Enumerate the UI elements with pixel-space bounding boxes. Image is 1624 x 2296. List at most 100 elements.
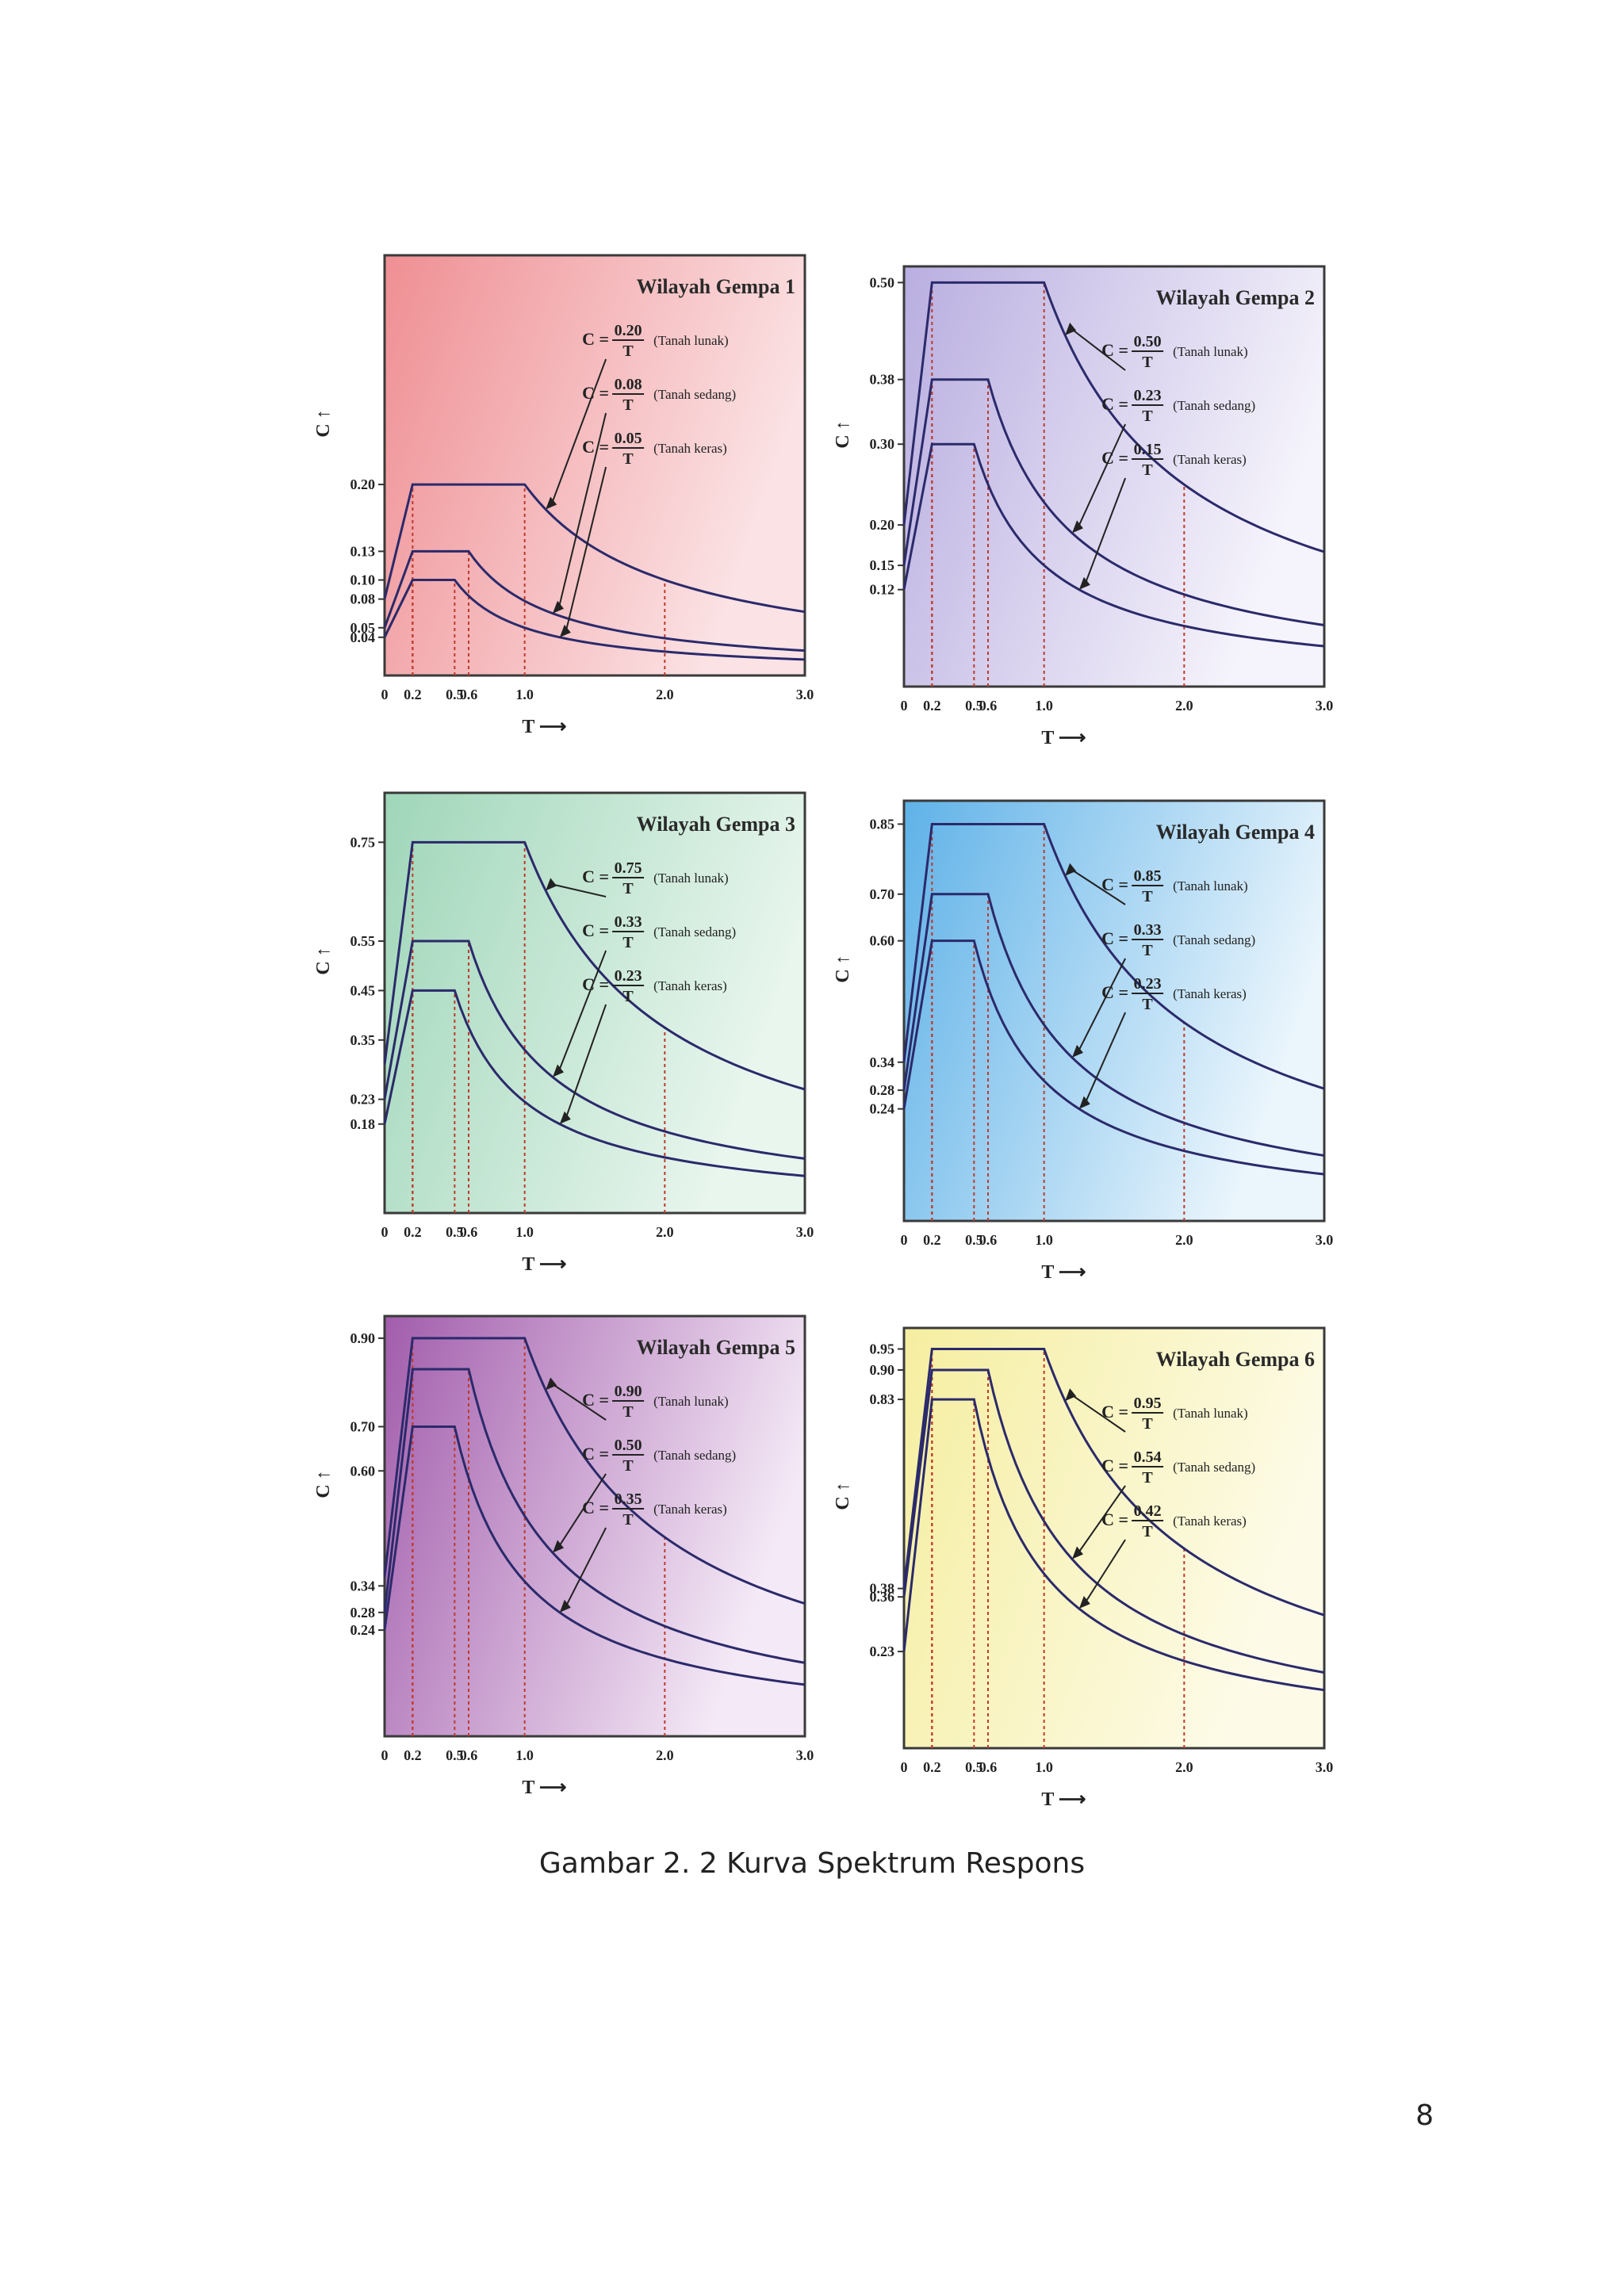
pointer-arrow	[1084, 1012, 1127, 1104]
x-tick-label: 0.6	[460, 1747, 478, 1763]
formula-legend: (Tanah keras)	[1173, 452, 1247, 467]
formula-denominator: T	[622, 1457, 634, 1475]
formula-legend: (Tanah keras)	[653, 1502, 727, 1517]
arrow-head	[1072, 1546, 1083, 1559]
chart-svg: Wilayah Gempa 1C = 0.20T(Tanah lunak)C = 0…	[313, 254, 814, 737]
arrow-head	[559, 1111, 571, 1124]
plot-panel	[902, 265, 1326, 688]
x-axis-label: T ⟶	[1041, 1262, 1086, 1283]
plot-panel	[383, 1314, 806, 1738]
arrow-head	[553, 1064, 564, 1077]
pointer-arrow	[565, 1527, 607, 1607]
series-line-tanah-sedang	[902, 1368, 1325, 1674]
chart-svg: Wilayah Gempa 4 C = 0.85 T (Tanah lunak) C = 0…	[833, 799, 1333, 1283]
formula-c: C =	[582, 1444, 609, 1464]
y-tick-label: 0.04	[350, 629, 376, 645]
formula-denominator: T	[622, 1403, 634, 1421]
formula-denominator: T	[1142, 942, 1153, 959]
x-axis-label: T ⟶	[522, 1254, 566, 1275]
x-tick-label: 3.0	[796, 1224, 814, 1240]
arrow-head	[559, 1599, 571, 1613]
formula-label: C = 0.95T(Tanah lunak)	[1101, 1395, 1248, 1433]
x-tick-label: 2.0	[656, 1747, 674, 1763]
pointer-arrow	[565, 1004, 607, 1119]
pointer-arrow	[565, 466, 607, 632]
series-line-tanah-sedang	[383, 939, 806, 1160]
x-tick-label: 3.0	[796, 687, 814, 702]
formula-numerator: 0.50	[615, 1437, 642, 1454]
formula-c: C =	[582, 920, 609, 940]
pointer-arrow	[1084, 1539, 1126, 1603]
x-tick-label: 0.2	[404, 1747, 422, 1763]
formula-numerator: 0.20	[615, 322, 642, 339]
arrow-head	[553, 600, 564, 614]
pointer-arrow	[558, 412, 607, 607]
x-tick-label: 2.0	[1175, 1759, 1193, 1775]
x-tick-label: 0.5	[965, 1232, 983, 1248]
pointer-arrow	[1078, 958, 1126, 1052]
x-tick-label: 0	[381, 1224, 389, 1240]
formula-denominator: T	[1142, 461, 1153, 479]
y-tick-label: 0.08	[350, 591, 376, 607]
formula-numerator: 0.54	[1134, 1448, 1162, 1466]
y-tick-label: 0.24	[350, 1622, 376, 1638]
series-line-tanah-lunak	[383, 1337, 806, 1605]
formula-numerator: 0.23	[1134, 387, 1162, 404]
formula-label: C = 0.23 T (Tanah keras)	[582, 967, 727, 1005]
formula-denominator: T	[622, 880, 634, 897]
chart-title: Wilayah Gempa 6	[1156, 1348, 1315, 1371]
series-line-tanah-sedang	[902, 378, 1325, 627]
formula-numerator: 0.95	[1134, 1395, 1162, 1412]
y-tick-label: 0.60	[350, 1463, 376, 1479]
formula-legend: (Tanah keras)	[653, 978, 727, 993]
y-tick-label: 0.24	[870, 1101, 895, 1117]
figure-caption: Gambar 2. 2 Kurva Spektrum Respons	[538, 1847, 1086, 1880]
series-line-tanah-keras	[902, 442, 1325, 648]
x-tick-label: 0	[901, 698, 908, 714]
formula-denominator: T	[622, 342, 634, 360]
y-tick-label: 0.05	[350, 620, 376, 636]
formula-legend: (Tanah sedang)	[653, 1448, 736, 1463]
x-tick-label: 1.0	[1035, 698, 1053, 714]
y-tick-label: 0.95	[870, 1341, 895, 1357]
series-line-tanah-sedang	[383, 1368, 806, 1664]
formula-denominator: T	[622, 988, 634, 1005]
y-tick-label: 0.38	[870, 1581, 895, 1597]
formula-denominator: T	[1142, 888, 1153, 905]
formula-label: C = 0.42 T (Tanah keras)	[1101, 1502, 1247, 1540]
x-axis-label: T ⟶	[1041, 1789, 1086, 1810]
formula-legend: (Tanah lunak)	[1173, 344, 1248, 359]
x-tick-label: 0.2	[923, 1232, 941, 1248]
x-tick-label: 1.0	[515, 1224, 534, 1240]
formula-label: C = 0.35 T (Tanah keras)	[582, 1490, 727, 1529]
y-tick-label: 0.13	[350, 543, 376, 559]
x-tick-label: 0.5	[446, 1224, 464, 1240]
formula-label: C = 0.54 T (Tanah sedang)	[1101, 1448, 1255, 1487]
formula-c: C =	[582, 329, 609, 349]
formula-c: C =	[1101, 1510, 1128, 1529]
plot-panel	[383, 254, 806, 677]
y-axis-label: C ↑	[833, 955, 853, 982]
x-axis-label: T ⟶	[522, 1777, 566, 1798]
pointer-arrow	[551, 883, 607, 897]
series-line-tanah-keras	[383, 1425, 806, 1686]
chart-wilayah-gempa-5: Wilayah Gempa 5 C = 0.90 T (Tanah lunak) C = 0…	[305, 1314, 814, 1831]
formula-denominator: T	[622, 396, 634, 414]
formula-label: C = 0.23 T (Tanah sedang)	[1101, 387, 1255, 425]
x-tick-label: 2.0	[656, 687, 674, 702]
chart-wilayah-gempa-4: Wilayah Gempa 4 C = 0.85 T (Tanah lunak) C = 0…	[825, 799, 1333, 1316]
x-tick-label: 0.5	[965, 1759, 983, 1775]
series-line-tanah-keras	[902, 1398, 1325, 1692]
formula-denominator: T	[1142, 1415, 1153, 1433]
y-tick-label: 0.20	[870, 517, 895, 533]
x-tick-label: 2.0	[1175, 698, 1193, 714]
series-line-tanah-lunak	[902, 281, 1325, 553]
pointer-arrow	[1078, 1485, 1126, 1554]
y-tick-label: 0.60	[870, 933, 895, 949]
x-tick-label: 2.0	[656, 1224, 674, 1240]
formula-legend: (Tanah sedang)	[1173, 932, 1255, 947]
chart-title: Wilayah Gempa 3	[637, 813, 795, 836]
y-tick-label: 0.90	[870, 1362, 895, 1378]
formula-legend: (Tanah keras)	[653, 441, 727, 456]
formula-legend: (Tanah lunak)	[1173, 878, 1248, 894]
